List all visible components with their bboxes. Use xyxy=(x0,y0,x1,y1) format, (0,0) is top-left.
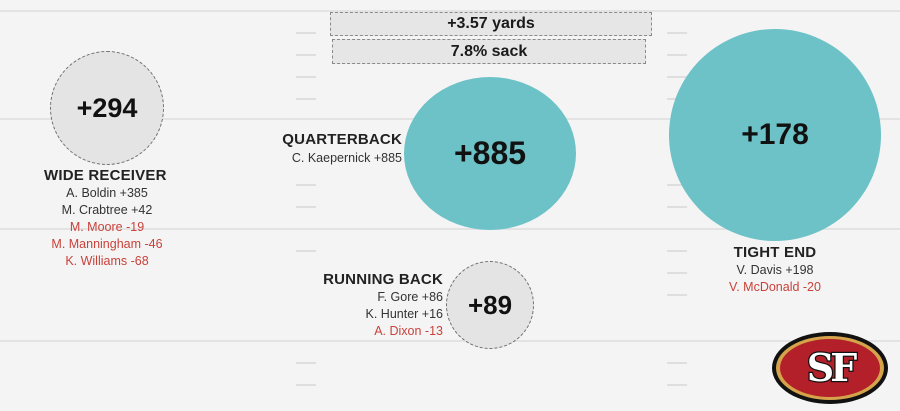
yard-line xyxy=(0,228,900,230)
tight-end-circle: +178 xyxy=(669,29,881,241)
yards-per-play-box: +3.57 yards xyxy=(330,12,652,36)
hash-mark xyxy=(296,98,316,100)
49ers-sf-logo-icon: SF xyxy=(772,332,888,404)
logo-text: SF xyxy=(807,345,857,390)
player-row: F. Gore +86 xyxy=(377,290,443,304)
running-back-heading: RUNNING BACK xyxy=(323,271,443,288)
hash-mark xyxy=(296,206,316,208)
player-row: V. Davis +198 xyxy=(736,263,814,277)
hash-mark xyxy=(296,362,316,364)
player-row: M. Manningham -46 xyxy=(51,237,163,251)
player-row: K. Williams -68 xyxy=(65,254,149,268)
player-row: V. McDonald -20 xyxy=(729,280,821,294)
running-back-player-list: F. Gore +86 K. Hunter +16 A. Dixon -13 xyxy=(250,289,443,340)
player-row: M. Crabtree +42 xyxy=(61,203,153,217)
yard-line xyxy=(0,10,900,12)
hash-mark xyxy=(296,76,316,78)
hash-mark xyxy=(667,32,687,34)
hash-mark xyxy=(667,272,687,274)
hash-mark xyxy=(667,362,687,364)
hash-mark xyxy=(296,54,316,56)
player-row: A. Boldin +385 xyxy=(66,186,148,200)
quarterback-player-list: C. Kaepernick +885 xyxy=(200,150,402,167)
hash-mark xyxy=(667,76,687,78)
player-row: C. Kaepernick +885 xyxy=(291,151,402,165)
hash-mark xyxy=(667,206,687,208)
quarterback-heading: QUARTERBACK xyxy=(282,131,402,148)
hash-mark xyxy=(296,384,316,386)
hash-mark xyxy=(667,184,687,186)
hash-mark xyxy=(667,294,687,296)
hash-mark xyxy=(296,250,316,252)
quarterback-circle: +885 xyxy=(404,77,576,230)
wide-receiver-heading: WIDE RECEIVER xyxy=(44,167,167,184)
player-row: K. Hunter +16 xyxy=(365,307,443,321)
hash-mark xyxy=(296,140,316,142)
wide-receiver-player-list: A. Boldin +385 M. Crabtree +42 M. Moore -1… xyxy=(22,185,192,270)
hash-mark xyxy=(667,250,687,252)
yard-line xyxy=(0,340,900,342)
tight-end-heading: TIGHT END xyxy=(733,244,817,261)
player-row: M. Moore -19 xyxy=(69,220,145,234)
hash-mark xyxy=(667,54,687,56)
sack-rate-box: 7.8% sack xyxy=(332,39,646,64)
running-back-circle: +89 xyxy=(446,261,534,349)
tight-end-player-list: V. Davis +198 V. McDonald -20 xyxy=(695,262,855,296)
hash-mark xyxy=(667,384,687,386)
hash-mark xyxy=(296,184,316,186)
hash-mark xyxy=(296,32,316,34)
wide-receiver-circle: +294 xyxy=(50,51,164,165)
player-row: A. Dixon -13 xyxy=(374,324,443,338)
